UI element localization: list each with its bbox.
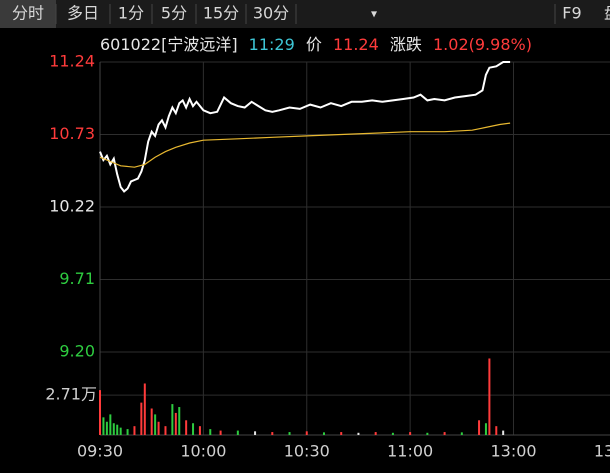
- volume-bar: [236, 430, 239, 435]
- stock-code: 601022[宁波远洋]: [100, 35, 238, 54]
- volume-bar: [374, 432, 377, 435]
- volume-bar: [157, 421, 160, 435]
- tab[interactable]: 15分: [203, 4, 239, 23]
- volume-bar: [171, 404, 174, 435]
- volume-bar: [105, 421, 108, 435]
- tab[interactable]: 5分: [161, 4, 187, 23]
- volume-bar: [409, 432, 412, 435]
- average-line: [99, 122, 511, 168]
- x-tick-label: 09:30: [77, 442, 123, 461]
- y-tick-label: 9.20: [59, 342, 95, 361]
- time: 11:29: [249, 35, 295, 54]
- volume-bar: [102, 417, 105, 435]
- volume-bar: [112, 423, 115, 435]
- volume-bar: [192, 423, 195, 435]
- volume-bar: [271, 432, 274, 435]
- price-label: 价: [306, 35, 322, 54]
- header: 601022[宁波远洋] 11:29 价 11.24 涨跌 1.02(9.98%…: [100, 35, 532, 54]
- volume-bar: [305, 431, 308, 435]
- volume-bar: [288, 432, 291, 435]
- tabs: 分时 多日 1分 5分 15分 30分: [0, 0, 556, 28]
- volume-bar: [140, 402, 143, 435]
- volume-bar: [391, 432, 394, 435]
- volume-bar: [133, 426, 136, 435]
- volume-bar: [219, 430, 222, 435]
- volume-bar: [209, 429, 212, 435]
- volume-bar: [322, 432, 325, 435]
- change: 1.02(9.98%): [433, 35, 532, 54]
- volume-bar: [254, 431, 257, 435]
- price-line: [99, 61, 511, 193]
- price: 11.24: [333, 35, 379, 54]
- plot: 11.24 10.73 10.22 9.71 9.20 09:30 10:00 10:30 11…: [45, 52, 610, 461]
- pan-button[interactable]: 盘: [604, 4, 610, 23]
- volume-bar: [143, 383, 146, 435]
- volume-bar: [154, 414, 157, 435]
- volume-tick-label: 2.71万: [45, 385, 97, 404]
- dropdown[interactable]: ▾: [371, 7, 377, 21]
- x-tick-label: 13:00: [490, 442, 536, 461]
- volume-bar: [478, 420, 481, 435]
- toolbar: [0, 0, 610, 28]
- x-tick-label: 11:00: [387, 442, 433, 461]
- tab[interactable]: 1分: [118, 4, 144, 23]
- tab-selected-bg: [0, 0, 56, 28]
- x-tick-label: 10:00: [180, 442, 226, 461]
- volume-bar: [99, 390, 101, 435]
- tab[interactable]: 30分: [253, 4, 289, 23]
- y-tick-label: 10.22: [49, 197, 95, 216]
- x-tick-label: 10:30: [284, 442, 330, 461]
- volume-bar: [488, 358, 491, 435]
- volume-bar: [116, 424, 119, 435]
- volume-bar: [443, 432, 446, 435]
- volume-bar: [426, 432, 429, 435]
- change-label: 涨跌: [390, 35, 422, 54]
- tab[interactable]: 多日: [67, 4, 99, 23]
- volume-bar: [178, 407, 181, 435]
- volume-bar: [150, 408, 153, 435]
- x-tick-label: 13:30: [594, 442, 610, 461]
- y-tick-label: 10.73: [49, 124, 95, 143]
- volume-bar: [460, 432, 463, 435]
- volume-bar: [495, 426, 498, 435]
- volume-bar: [164, 426, 167, 435]
- volume-bar: [109, 414, 112, 435]
- y-tick-label: 9.71: [59, 269, 95, 288]
- f9-button[interactable]: F9: [562, 4, 581, 23]
- volume-bar: [357, 432, 360, 435]
- volume-bar: [502, 430, 505, 435]
- volume-bar: [126, 429, 129, 435]
- y-tick-label: 11.24: [49, 52, 95, 71]
- volume-bar: [119, 427, 122, 435]
- volume-bar: [185, 420, 188, 435]
- tab[interactable]: 分时: [12, 4, 44, 23]
- volume-bar: [198, 426, 201, 435]
- volume-bar: [174, 412, 177, 435]
- volume-bar: [484, 423, 487, 435]
- volume-bar: [340, 432, 343, 435]
